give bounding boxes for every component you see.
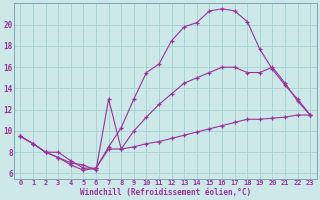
X-axis label: Windchill (Refroidissement éolien,°C): Windchill (Refroidissement éolien,°C)	[80, 188, 251, 197]
